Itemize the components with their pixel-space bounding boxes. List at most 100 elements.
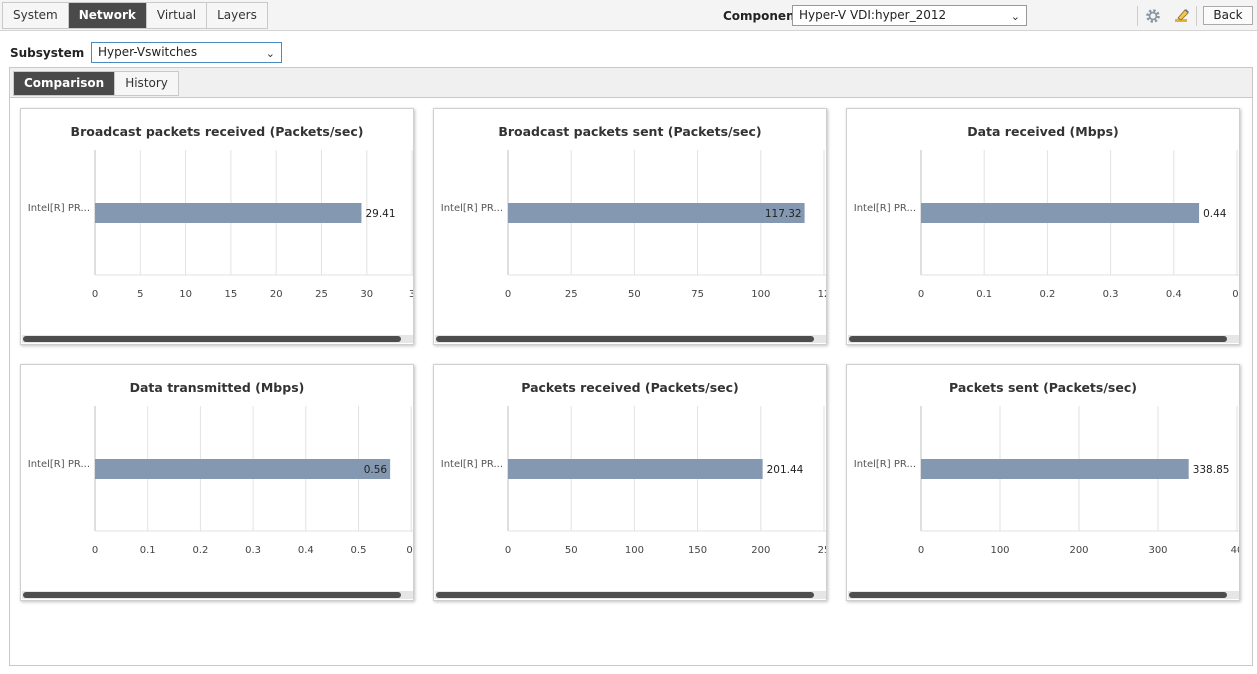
chart-card: Data transmitted (Mbps) 0 0.1 0.2 0.3 0.4 0.5… [20,364,414,601]
horizontal-scrollbar[interactable] [435,335,826,343]
pencil-icon[interactable] [1173,7,1191,25]
x-tick-label: 30 [360,289,373,300]
tab-comparison[interactable]: Comparison [14,72,115,95]
bar [508,459,763,479]
x-tick-label: 0 [92,545,98,556]
back-button[interactable]: Back [1203,6,1253,25]
x-tick-label: 0.5 [351,545,367,556]
x-tick-label: 0. [1232,289,1240,300]
x-tick-label: 200 [751,545,770,556]
chart-title: Broadcast packets sent (Packets/sec) [498,124,762,139]
subsystem-value: Hyper-Vswitches [98,45,198,59]
bar [921,459,1189,479]
x-tick-label: 0.2 [1039,289,1055,300]
scrollbar-thumb[interactable] [436,592,814,598]
chart-card: Broadcast packets sent (Packets/sec) 0 25… [433,108,827,345]
data-label: 338.85 [1193,464,1230,476]
x-tick-label: 40 [1231,545,1240,556]
category-label: Intel[R] PR... [441,459,503,470]
category-label: Intel[R] PR... [441,203,503,214]
chart-title: Packets sent (Packets/sec) [949,380,1137,395]
x-tick-label: 25 [315,289,328,300]
bar [921,203,1200,223]
bar [508,203,805,223]
data-label: 29.41 [365,208,395,220]
chart-title: Broadcast packets received (Packets/sec) [70,124,364,139]
scrollbar-thumb[interactable] [849,592,1227,598]
divider [1196,6,1197,26]
chart-card: Broadcast packets received (Packets/sec)… [20,108,414,345]
x-tick-label: 0.3 [245,545,261,556]
component-value: Hyper-V VDI:hyper_2012 [799,8,947,22]
tab-network[interactable]: Network [68,3,147,28]
tab-virtual[interactable]: Virtual [146,3,208,28]
subtabs-bar: Comparison History [10,68,1252,98]
x-tick-label: 0 [92,289,98,300]
scrollbar-thumb[interactable] [849,336,1227,342]
tab-system[interactable]: System [3,3,69,28]
x-tick-label: 100 [990,545,1009,556]
chart-card: Packets received (Packets/sec) 0 50 100 150… [433,364,827,601]
horizontal-scrollbar[interactable] [848,335,1239,343]
scrollbar-thumb[interactable] [436,336,814,342]
scrollbar-thumb[interactable] [23,592,401,598]
horizontal-scrollbar[interactable] [22,591,413,599]
gear-icon[interactable] [1144,7,1162,25]
x-tick-label: 300 [1148,545,1167,556]
x-tick-label: 200 [1069,545,1088,556]
component-select[interactable]: Hyper-V VDI:hyper_2012 ⌄ [792,5,1027,26]
x-tick-label: 12 [818,289,827,300]
chart-title: Data transmitted (Mbps) [129,380,305,395]
x-tick-label: 0.1 [140,545,156,556]
data-label: 201.44 [767,464,804,476]
x-tick-label: 75 [691,289,704,300]
chart-plot: 0 50 100 150 200 25 Intel[R] PR... 201.44 [441,406,827,556]
tab-history[interactable]: History [114,72,178,95]
top-bar: System Network Virtual Layers Component … [0,0,1257,31]
chevron-down-icon: ⌄ [1010,10,1020,23]
x-tick-label: 10 [179,289,192,300]
x-tick-label: 0.2 [192,545,208,556]
x-tick-label: 0.1 [976,289,992,300]
chart-card: Data received (Mbps) 0 0.1 0.2 0.3 0.4 0. Inte… [846,108,1240,345]
x-tick-label: 0 [505,289,511,300]
chart-plot: 0 0.1 0.2 0.3 0.4 0. Intel[R] PR... 0.44 [854,150,1240,300]
horizontal-scrollbar[interactable] [22,335,413,343]
data-label: 0.44 [1203,208,1227,220]
x-tick-label: 0 [918,545,924,556]
horizontal-scrollbar[interactable] [435,591,826,599]
data-label: 117.32 [765,208,802,220]
category-label: Intel[R] PR... [854,459,916,470]
tab-layers[interactable]: Layers [207,3,267,28]
chart-title: Data received (Mbps) [967,124,1119,139]
chart-plot: 0 25 50 75 100 12 Intel[R] PR... 117.32 [441,150,827,300]
chevron-down-icon: ⌄ [265,47,275,60]
chart-plot: 0 5 10 15 20 25 30 3 Intel[R] PR... 29.41 [28,150,414,300]
x-tick-label: 3 [409,289,414,300]
subsystem-label: Subsystem [10,46,85,60]
category-label: Intel[R] PR... [854,203,916,214]
subsystem-select[interactable]: Hyper-Vswitches ⌄ [91,42,282,63]
x-tick-label: 0. [406,545,414,556]
x-tick-label: 25 [818,545,827,556]
chart-plot: 0 100 200 300 40 Intel[R] PR... 338.85 [854,406,1240,556]
x-tick-label: 25 [565,289,578,300]
x-tick-label: 0.4 [298,545,314,556]
x-tick-label: 0 [918,289,924,300]
bar [95,203,362,223]
chart-card: Packets sent (Packets/sec) 0 100 200 300 40 I… [846,364,1240,601]
component-label: Component [723,9,801,23]
chart-title: Packets received (Packets/sec) [521,380,739,395]
x-tick-label: 150 [688,545,707,556]
main-tabs: System Network Virtual Layers [2,2,268,29]
x-tick-label: 0 [505,545,511,556]
x-tick-label: 5 [137,289,143,300]
x-tick-label: 20 [270,289,283,300]
scrollbar-thumb[interactable] [23,336,401,342]
x-tick-label: 0.3 [1103,289,1119,300]
data-label: 0.56 [364,464,388,476]
x-tick-label: 0.4 [1166,289,1182,300]
x-tick-label: 50 [565,545,578,556]
horizontal-scrollbar[interactable] [848,591,1239,599]
chart-plot: 0 0.1 0.2 0.3 0.4 0.5 0. Intel[R] PR... 0.56 [28,406,414,556]
